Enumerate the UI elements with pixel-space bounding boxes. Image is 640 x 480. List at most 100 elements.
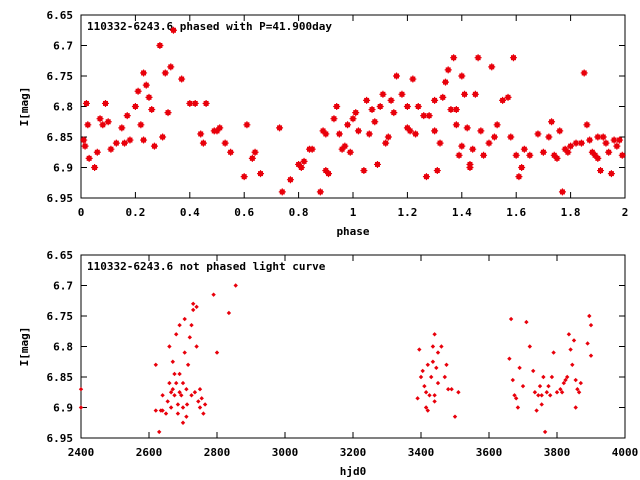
data-point-cross xyxy=(452,121,460,129)
data-point xyxy=(432,393,437,398)
data-point-cross xyxy=(85,154,93,162)
data-point-cross xyxy=(335,130,343,138)
x-tick-label: 1.2 xyxy=(397,206,417,219)
data-point-cross xyxy=(197,130,205,138)
data-point-cross xyxy=(148,106,156,114)
data-point xyxy=(587,313,592,319)
data-point xyxy=(425,408,430,413)
data-point-cross xyxy=(433,167,441,175)
data-point xyxy=(520,383,526,389)
data-point-cross xyxy=(607,170,615,178)
data-point-cross xyxy=(553,154,561,162)
data-point-cross xyxy=(567,142,575,150)
data-point-cross xyxy=(390,109,398,117)
data-point-cross xyxy=(140,136,148,144)
data-point xyxy=(174,380,179,386)
data-point xyxy=(179,393,184,398)
data-point-cross xyxy=(461,90,469,98)
data-point xyxy=(423,405,429,410)
data-point xyxy=(180,420,186,425)
data-point xyxy=(78,387,84,392)
data-point xyxy=(548,393,553,398)
data-point-cross xyxy=(425,112,433,120)
data-point xyxy=(551,350,556,355)
data-point xyxy=(517,365,522,371)
data-point-cross xyxy=(490,133,498,141)
plot-frame xyxy=(80,14,626,199)
data-point xyxy=(546,383,551,389)
x-axis-label: hjd0 xyxy=(340,465,367,478)
data-point xyxy=(515,405,521,410)
data-point-cross xyxy=(545,133,553,141)
data-point xyxy=(199,396,204,401)
data-point xyxy=(531,368,536,374)
data-point xyxy=(226,310,232,316)
data-point-cross xyxy=(422,173,430,181)
data-point xyxy=(452,414,458,419)
data-point xyxy=(177,390,182,395)
y-tick-label: 6.7 xyxy=(53,280,73,293)
data-point xyxy=(430,359,436,364)
data-point-cross xyxy=(316,188,324,196)
x-tick-label: 3800 xyxy=(544,446,571,459)
data-point xyxy=(187,335,192,340)
data-point xyxy=(549,374,555,380)
data-point-cross xyxy=(439,93,447,101)
data-point-cross xyxy=(412,130,420,138)
data-point-cross xyxy=(406,127,414,135)
x-tick-label: 0 xyxy=(78,206,85,219)
data-point-cross xyxy=(330,115,338,123)
data-point-cross xyxy=(199,139,207,147)
chart-panel-1: 0 0.2 0.4 0.6 0.8 1 1.2 1.4 1.6 1.8 2 6.65 6.7 6.75 6.… xyxy=(18,9,628,238)
data-point xyxy=(588,322,594,328)
data-point xyxy=(585,341,590,346)
y-tick-label: 6.7 xyxy=(53,40,73,53)
x-tick-label: 0.2 xyxy=(125,206,145,219)
data-point xyxy=(160,393,165,398)
data-point xyxy=(442,374,447,380)
data-point xyxy=(417,347,422,352)
data-point-cross xyxy=(526,151,534,159)
data-point-cross xyxy=(80,136,88,144)
data-point-cross xyxy=(156,42,164,49)
y-tick-label: 6.75 xyxy=(47,310,74,323)
data-point xyxy=(507,356,512,361)
data-point xyxy=(167,380,172,386)
data-point xyxy=(202,402,208,407)
chart-panel-2: 2400 2600 2800 3000 3200 3400 3600 3800 4000 6.65… xyxy=(18,249,638,478)
data-point xyxy=(573,377,578,383)
data-point xyxy=(177,371,182,377)
data-point-cross xyxy=(398,90,406,98)
data-point-cross xyxy=(379,90,387,98)
y-tick-label: 6.8 xyxy=(53,341,73,354)
data-point-cross xyxy=(458,142,466,150)
data-point xyxy=(163,411,169,416)
data-point xyxy=(578,380,583,386)
data-point xyxy=(165,399,170,404)
data-point-cross xyxy=(436,139,444,147)
data-point xyxy=(434,365,439,371)
x-tick-label: 2400 xyxy=(68,446,95,459)
data-point xyxy=(430,344,436,349)
data-point-cross xyxy=(474,54,482,62)
data-point xyxy=(177,322,182,328)
x-tick-label: 3000 xyxy=(272,446,299,459)
chart-title: 110332-6243.6 phased with P=41.900day xyxy=(87,20,332,33)
data-point-cross xyxy=(556,127,564,135)
data-point xyxy=(157,429,162,435)
data-point-cross xyxy=(322,130,330,138)
data-point-cross xyxy=(333,103,341,110)
data-point-cross xyxy=(104,118,112,126)
data-point-cross xyxy=(101,99,109,107)
x-tick-label: 1 xyxy=(350,206,357,219)
data-point xyxy=(539,393,544,398)
data-point-cross xyxy=(221,139,229,147)
data-point-cross xyxy=(477,127,485,135)
data-point xyxy=(182,316,187,322)
data-point xyxy=(185,362,191,367)
y-tick-label: 6.9 xyxy=(53,402,73,415)
data-point-cross xyxy=(548,118,556,126)
data-point-cross xyxy=(126,136,134,144)
data-point-cross xyxy=(504,93,512,101)
x-tick-label: 1.4 xyxy=(452,206,472,219)
